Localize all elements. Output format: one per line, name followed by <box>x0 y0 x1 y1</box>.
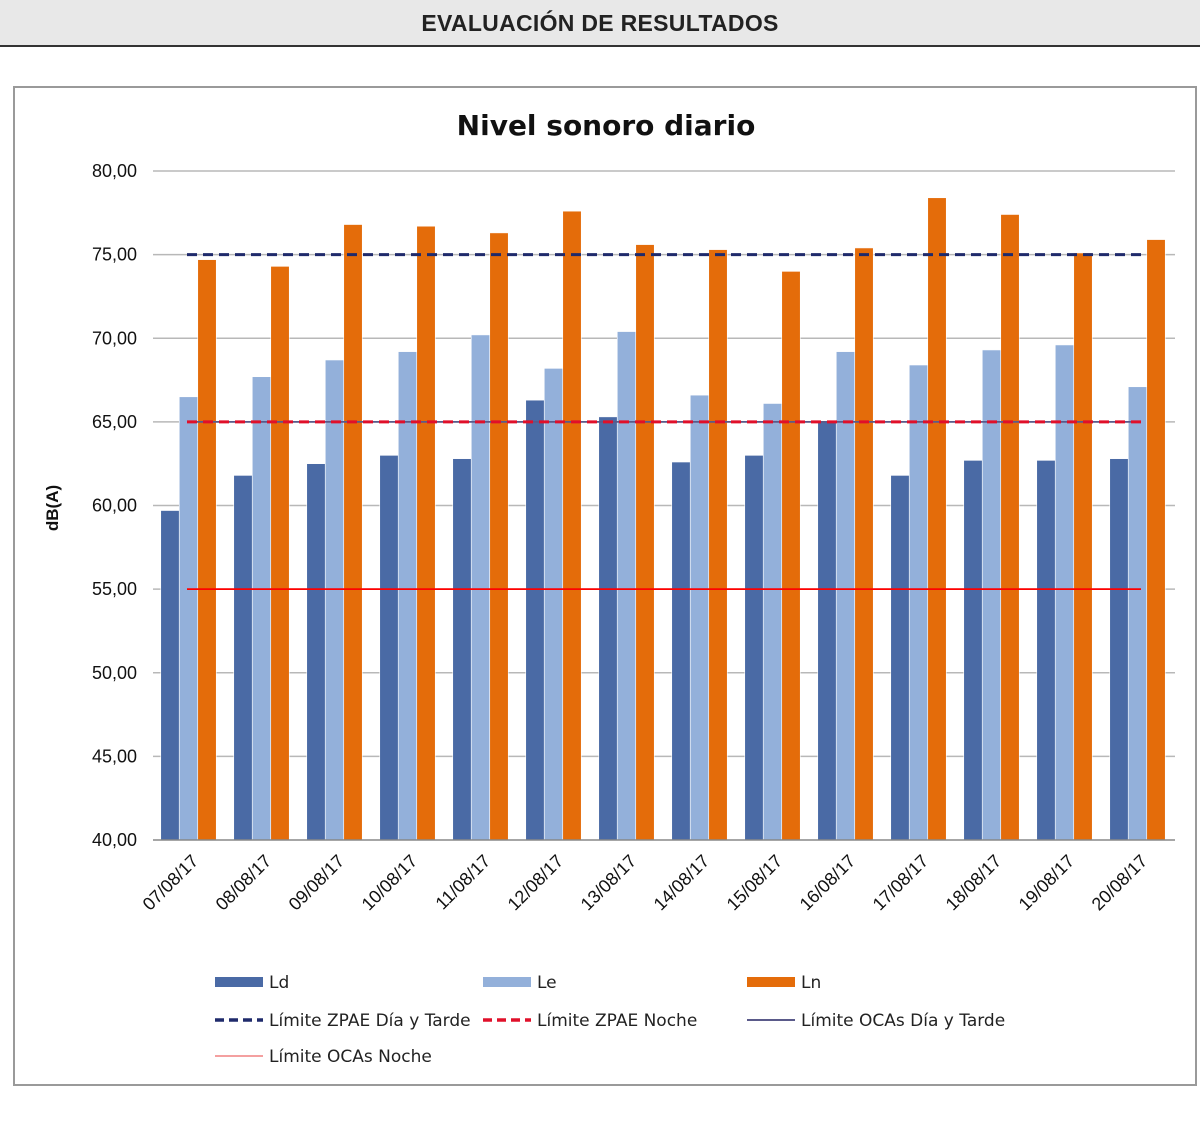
reference-lines-layer <box>187 253 1141 591</box>
x-tick-label: 09/08/17 <box>285 851 349 915</box>
legend-item: Límite ZPAE Día y Tarde <box>215 1011 471 1031</box>
bar-ld <box>963 460 983 841</box>
bar-ln <box>489 232 509 841</box>
y-tick-label: 50,00 <box>92 663 137 683</box>
y-tick-label: 65,00 <box>92 412 137 432</box>
bar-ln <box>1073 252 1093 841</box>
bar-ld <box>598 416 618 841</box>
legend-item: Ln <box>747 973 821 993</box>
grid-layer <box>153 170 1175 758</box>
legend-item: Límite OCAs Día y Tarde <box>747 1011 1005 1031</box>
legend-label: Ld <box>269 973 289 993</box>
bar-le <box>689 394 710 841</box>
y-tick-label: 60,00 <box>92 496 137 516</box>
x-tick-label: 11/08/17 <box>432 851 495 914</box>
x-tick-label: 15/08/17 <box>723 851 787 915</box>
bar-ln <box>927 197 947 841</box>
x-tick-label: 18/08/17 <box>942 851 1006 915</box>
bar-ln <box>270 266 290 841</box>
y-tick-label: 75,00 <box>92 245 137 265</box>
bar-le <box>251 376 272 841</box>
legend-label: Ln <box>801 973 821 993</box>
nivel-sonoro-chart: Nivel sonoro diario dB(A) 40,00 45,00 50,0… <box>43 109 1175 1067</box>
bar-ln <box>781 271 801 841</box>
bar-le <box>470 334 491 841</box>
legend: Ld Le Ln Límite ZPAE Día y Tarde Límite ZPAE… <box>215 973 1005 1067</box>
bar-ld <box>817 421 837 841</box>
bar-le <box>616 331 637 841</box>
page-header: EVALUACIÓN DE RESULTADOS <box>0 0 1200 47</box>
bar-le <box>324 359 345 841</box>
bar-ln <box>1000 214 1020 841</box>
bar-ld <box>525 399 545 841</box>
bar-ld <box>744 455 764 841</box>
bar-ld <box>379 455 399 841</box>
bar-ln <box>708 249 728 841</box>
bar-le <box>397 351 418 841</box>
y-tick-label: 70,00 <box>92 328 137 348</box>
legend-item: Ld <box>215 973 289 993</box>
bar-layer <box>160 197 1166 841</box>
bar-ln <box>416 225 436 841</box>
legend-item: Límite ZPAE Noche <box>483 1011 697 1031</box>
legend-swatch <box>747 977 795 987</box>
bar-le <box>762 403 783 841</box>
x-tick-label: 13/08/17 <box>577 851 641 915</box>
bar-ld <box>306 463 326 841</box>
bar-ln <box>854 247 874 841</box>
x-tick-label: 14/08/17 <box>650 851 714 915</box>
legend-label: Límite ZPAE Día y Tarde <box>269 1011 471 1031</box>
bar-ld <box>233 475 253 841</box>
bar-le <box>178 396 199 841</box>
legend-item: Le <box>483 973 557 993</box>
x-tick-label: 10/08/17 <box>358 851 422 915</box>
x-tick-label: 17/08/17 <box>869 851 933 915</box>
bar-ld <box>452 458 472 841</box>
bar-ln <box>635 244 655 841</box>
bar-ld <box>1109 458 1129 841</box>
bar-ld <box>1036 460 1056 841</box>
y-tick-label: 55,00 <box>92 579 137 599</box>
bar-le <box>835 351 856 841</box>
legend-item: Límite OCAs Noche <box>215 1047 432 1067</box>
chart-title: Nivel sonoro diario <box>457 109 756 142</box>
bar-ln <box>343 224 363 841</box>
legend-label: Límite ZPAE Noche <box>537 1011 697 1031</box>
bar-ld <box>890 475 910 841</box>
y-tick-label: 45,00 <box>92 746 137 766</box>
page-title: EVALUACIÓN DE RESULTADOS <box>421 10 779 36</box>
y-tick-label: 40,00 <box>92 830 137 850</box>
bar-ln <box>562 210 582 841</box>
legend-label: Límite OCAs Día y Tarde <box>801 1011 1005 1031</box>
legend-swatch <box>483 977 531 987</box>
bar-ln <box>197 259 217 841</box>
chart-frame: Nivel sonoro diario dB(A) 40,00 45,00 50,0… <box>13 86 1197 1086</box>
bar-le <box>543 368 564 841</box>
x-tick-label: 07/08/17 <box>139 851 203 915</box>
bar-le <box>1054 344 1075 841</box>
x-tick-label: 19/08/17 <box>1015 851 1079 915</box>
bar-le <box>981 349 1002 841</box>
bar-le <box>1127 386 1148 841</box>
y-axis-title: dB(A) <box>43 485 62 531</box>
y-tick-label: 80,00 <box>92 161 137 181</box>
x-tick-label: 08/08/17 <box>212 851 276 915</box>
bar-ln <box>1146 239 1166 841</box>
bar-ld <box>671 461 691 841</box>
x-tick-label: 16/08/17 <box>796 851 860 915</box>
x-tick-label: 12/08/17 <box>504 851 568 915</box>
legend-swatch <box>215 977 263 987</box>
bar-ld <box>160 510 180 841</box>
legend-label: Le <box>537 973 557 993</box>
legend-label: Límite OCAs Noche <box>269 1047 432 1067</box>
bar-le <box>908 364 929 841</box>
x-tick-label: 20/08/17 <box>1088 851 1152 915</box>
